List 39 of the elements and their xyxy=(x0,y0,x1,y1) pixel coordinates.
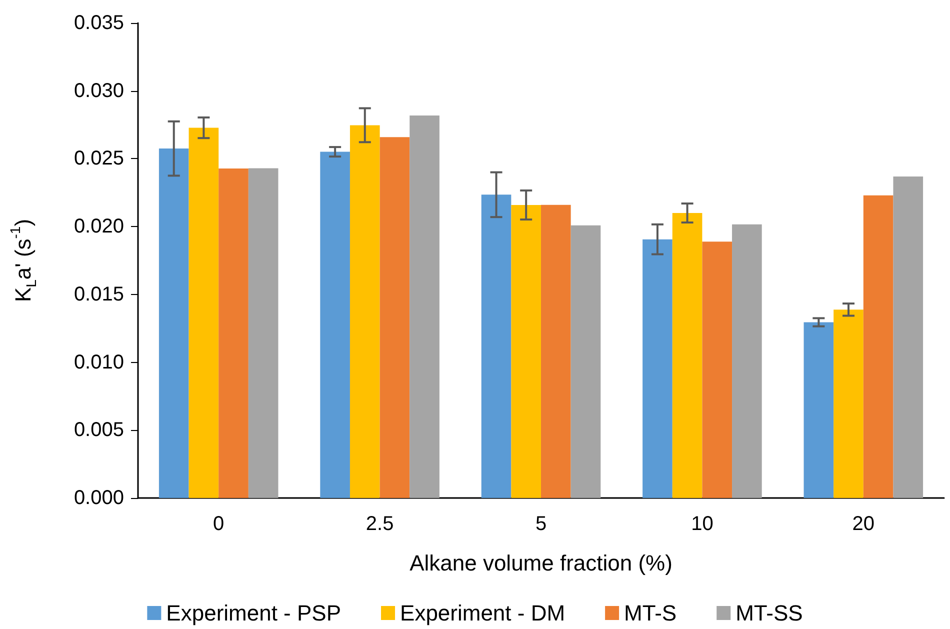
y-tick-label: 0.005 xyxy=(74,419,124,442)
y-tick-label: 0.025 xyxy=(74,148,124,170)
bar xyxy=(410,116,440,498)
legend-label: MT-SS xyxy=(736,600,803,626)
y-axis-title: KLa' (s-1) xyxy=(7,218,39,302)
bar xyxy=(350,125,380,498)
x-tick-label: 20 xyxy=(852,513,875,535)
y-tick-label: 0.035 xyxy=(74,12,124,34)
bar xyxy=(320,152,350,498)
bar xyxy=(834,310,864,498)
bar xyxy=(511,204,541,498)
legend-label: Experiment - DM xyxy=(400,600,566,626)
bar xyxy=(804,322,834,498)
bar xyxy=(248,168,278,498)
x-tick-label: 2.5 xyxy=(366,513,394,535)
bar xyxy=(570,225,601,498)
bar xyxy=(481,194,512,498)
y-tick-label: 0.020 xyxy=(74,216,124,238)
x-tick-label: 5 xyxy=(535,513,547,535)
bar xyxy=(158,148,189,498)
bar xyxy=(702,242,732,498)
x-tick-label: 10 xyxy=(691,513,714,535)
legend-label: MT-S xyxy=(624,600,677,626)
bar xyxy=(642,239,672,498)
bar xyxy=(218,168,248,498)
y-tick-label: 0.015 xyxy=(74,283,124,306)
bar xyxy=(732,224,762,498)
bar xyxy=(893,176,924,498)
bar xyxy=(380,137,410,498)
legend-label: Experiment - PSP xyxy=(166,600,342,626)
x-tick-label: 0 xyxy=(213,513,224,535)
bar xyxy=(188,128,219,498)
y-tick-label: 0.010 xyxy=(74,351,124,374)
y-tick-label: 0.030 xyxy=(74,80,124,102)
y-tick-label: 0.000 xyxy=(74,487,124,509)
bar xyxy=(863,195,894,498)
bar xyxy=(541,204,571,498)
x-axis-title: Alkane volume fraction (%) xyxy=(410,550,672,576)
bar xyxy=(672,213,702,498)
